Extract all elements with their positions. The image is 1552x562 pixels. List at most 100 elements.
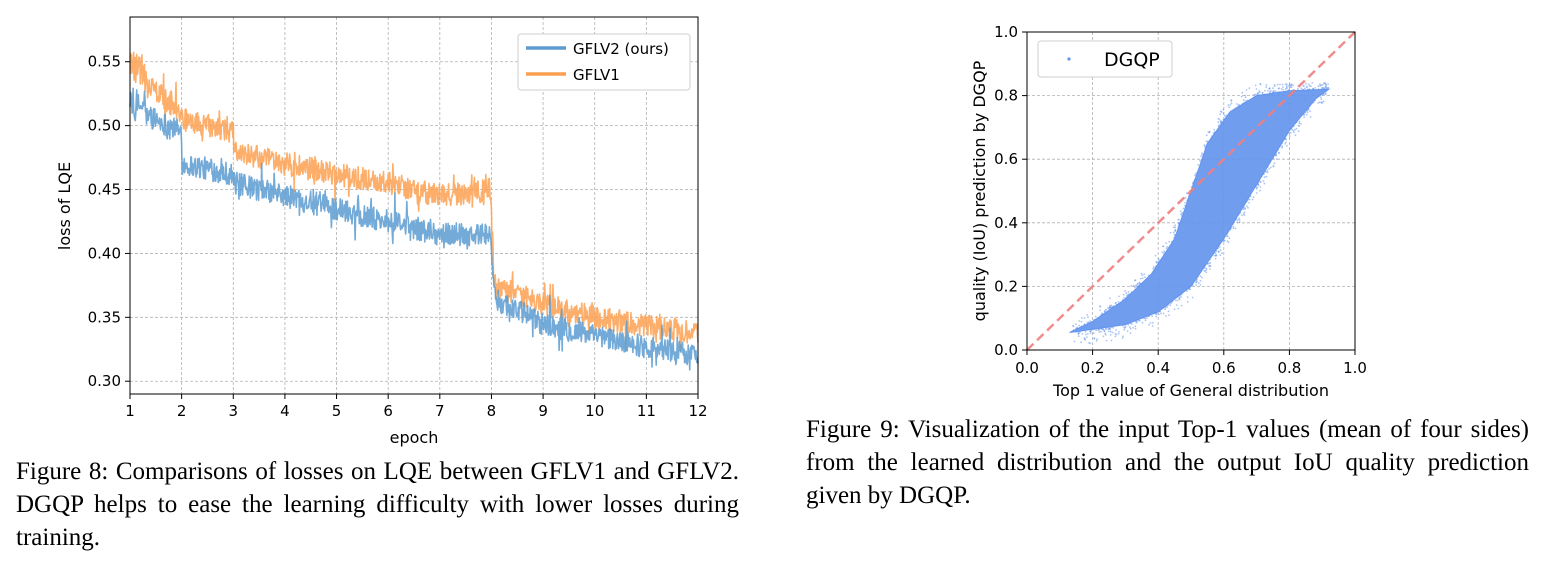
scatter-point: [1305, 110, 1308, 112]
scatter-point: [1218, 124, 1221, 126]
scatter-point: [1129, 322, 1132, 325]
scatter-point: [1117, 301, 1120, 303]
scatter-point: [1279, 145, 1281, 148]
scatter-point: [1155, 313, 1158, 316]
scatter-point: [1226, 235, 1228, 238]
scatter-point: [1256, 92, 1259, 95]
scatter-point: [1287, 132, 1289, 135]
scatter-point: [1308, 85, 1311, 87]
scatter-point: [1232, 225, 1235, 228]
scatter-point: [1089, 332, 1092, 334]
scatter-point: [1258, 180, 1261, 183]
scatter-point: [1309, 116, 1312, 118]
scatter-point: [1242, 205, 1245, 208]
scatter-point: [1311, 82, 1314, 84]
y-tick-label: 0.6: [994, 150, 1018, 168]
scatter-point: [1227, 104, 1230, 106]
scatter-point: [1309, 104, 1311, 107]
legend-label-dgqp: DGQP: [1104, 49, 1160, 71]
scatter-point: [1282, 89, 1285, 91]
scatter-point: [1152, 321, 1154, 324]
scatter-point: [1222, 112, 1225, 115]
scatter-point: [1322, 93, 1325, 96]
scatter-point: [1246, 99, 1249, 102]
scatter-point: [1234, 107, 1237, 110]
scatter-point: [1263, 182, 1266, 185]
scatter-chart-xlabel: Top 1 value of General distribution: [1052, 381, 1329, 400]
scatter-point: [1278, 91, 1281, 93]
scatter-point: [1230, 226, 1233, 229]
scatter-point: [1122, 299, 1124, 301]
scatter-point: [1199, 275, 1202, 277]
scatter-point: [1274, 154, 1277, 157]
scatter-point: [1215, 250, 1218, 253]
scatter-point: [1289, 132, 1292, 134]
y-tick-label: 0.40: [88, 244, 121, 262]
scatter-point: [1259, 189, 1261, 192]
scatter-point: [1108, 327, 1111, 330]
scatter-point: [1178, 298, 1181, 301]
scatter-point: [1322, 82, 1325, 85]
scatter-point: [1191, 284, 1194, 287]
scatter-point: [1093, 318, 1095, 321]
x-tick-label: 10: [585, 402, 604, 420]
loss-line-chart: 1 2 3 4 5 6 7 8 9 10 11 120.300.350.400.450.500.55 …: [55, 16, 708, 447]
scatter-point: [1276, 91, 1279, 93]
scatter-point: [1258, 91, 1261, 94]
scatter-point: [1254, 95, 1256, 98]
scatter-point: [1297, 89, 1300, 92]
x-tick-label: 12: [688, 402, 707, 420]
scatter-point: [1195, 284, 1198, 286]
scatter-point: [1219, 119, 1222, 122]
scatter-point: [1167, 310, 1170, 313]
scatter-point: [1099, 305, 1101, 307]
scatter-point: [1163, 250, 1165, 253]
scatter-point: [1276, 149, 1279, 152]
x-tick-label: 0.6: [1212, 359, 1236, 377]
scatter-chart-legend: DGQP: [1037, 40, 1173, 78]
scatter-point: [1197, 282, 1200, 284]
scatter-point: [1168, 240, 1170, 243]
scatter-point: [1083, 317, 1086, 319]
scatter-point: [1304, 87, 1306, 90]
scatter-point: [1143, 273, 1146, 275]
scatter-point: [1144, 319, 1147, 322]
y-tick-label: 0.0: [994, 341, 1018, 359]
scatter-point: [1099, 309, 1102, 312]
scatter-point: [1079, 330, 1082, 333]
loss-chart-ylabel: loss of LQE: [55, 162, 74, 250]
scatter-point: [1080, 320, 1083, 323]
scatter-point: [1186, 199, 1189, 202]
scatter-point: [1213, 131, 1216, 134]
scatter-point: [1128, 293, 1130, 296]
scatter-point: [1089, 320, 1092, 322]
legend-label-gflv1: GFLV1: [573, 66, 620, 84]
scatter-point: [1134, 320, 1137, 323]
scatter-point: [1219, 113, 1222, 116]
scatter-point: [1263, 176, 1266, 179]
scatter-point: [1141, 274, 1144, 276]
scatter-point: [1265, 86, 1268, 89]
scatter-point: [1187, 195, 1190, 198]
scatter-point: [1132, 284, 1135, 287]
scatter-point: [1242, 212, 1245, 215]
scatter-point: [1145, 317, 1148, 319]
scatter-point: [1085, 336, 1088, 339]
scatter-point: [1099, 327, 1102, 330]
scatter-chart-ticks: 0.0 0.2 0.4 0.6 0.8 1.0 0.0 0.2 0.4 0.6 0.8 1.0: [994, 23, 1367, 377]
scatter-point: [1263, 172, 1265, 175]
scatter-point: [1324, 86, 1327, 89]
scatter-point: [1140, 272, 1143, 275]
scatter-point: [1125, 297, 1127, 300]
scatter-point: [1320, 98, 1323, 101]
scatter-point: [1227, 241, 1230, 244]
scatter-point: [1324, 83, 1327, 86]
scatter-point: [1112, 326, 1114, 329]
scatter-point: [1185, 192, 1188, 195]
scatter-point: [1318, 101, 1321, 104]
scatter-point: [1260, 175, 1263, 178]
y-tick-label: 0.30: [88, 372, 121, 390]
scatter-point: [1321, 101, 1324, 104]
scatter-point: [1219, 121, 1222, 124]
scatter-point: [1278, 87, 1280, 89]
